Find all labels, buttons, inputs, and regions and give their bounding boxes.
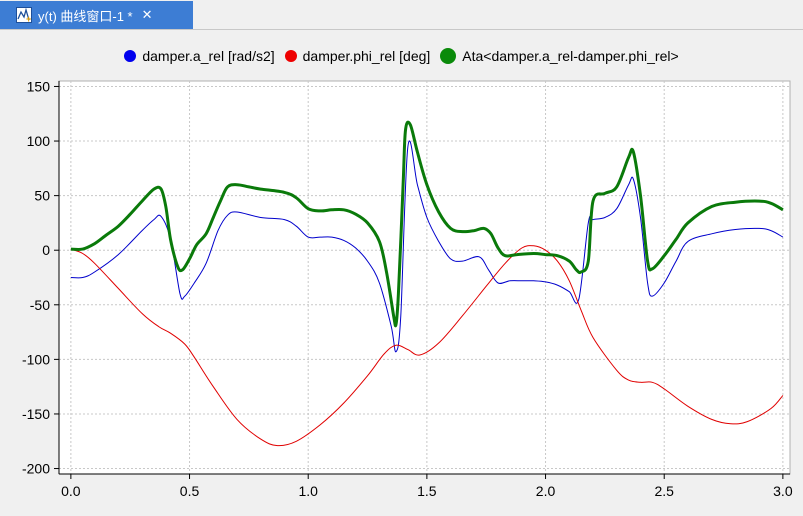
x-tick-label: 0.0 (61, 483, 81, 499)
tab-plot-window[interactable]: + y(t) 曲线窗口-1 * ✕ (0, 1, 193, 29)
close-icon[interactable]: ✕ (141, 7, 153, 22)
legend-marker-a-rel (124, 50, 137, 62)
chart-legend: damper.a_rel [rad/s2] damper.phi_rel [de… (0, 48, 803, 64)
x-tick-label: 3.0 (773, 483, 793, 499)
tab-bar: + y(t) 曲线窗口-1 * ✕ (0, 0, 803, 30)
legend-marker-phi-rel (284, 50, 297, 62)
series-line-a-rel (70, 140, 784, 353)
legend-label-a-rel: damper.a_rel [rad/s2] (142, 48, 275, 64)
plot-background (58, 80, 791, 475)
y-tick-label: 50 (34, 188, 50, 204)
y-tick-label: 100 (27, 133, 51, 149)
legend-marker-ata (440, 48, 457, 64)
y-tick-label: -100 (22, 351, 50, 367)
series-line-ata (70, 120, 784, 328)
line-chart[interactable]: 0.0 0.5 1.0 1.5 2.0 2.5 3.0 150 100 50 0 -50 -100 -15… (0, 30, 803, 516)
x-tick-label: 1.5 (417, 483, 437, 499)
x-tick-label: 0.5 (180, 483, 200, 499)
y-tick-label: -150 (22, 406, 50, 422)
plot-window-icon: + (16, 7, 32, 23)
y-tick-label: -200 (22, 461, 50, 477)
y-tick-label: 150 (27, 78, 51, 94)
svg-text:+: + (26, 14, 31, 23)
x-tick-label: 1.0 (298, 483, 318, 499)
legend-item-ata[interactable]: Ata<damper.a_rel-damper.phi_rel> (440, 48, 679, 64)
legend-label-ata: Ata<damper.a_rel-damper.phi_rel> (462, 48, 679, 64)
y-tick-label: -50 (30, 297, 50, 313)
tab-title: y(t) 曲线窗口-1 * (38, 8, 133, 24)
series-line-phi-rel (70, 245, 784, 447)
legend-item-a-rel[interactable]: damper.a_rel [rad/s2] (124, 48, 275, 64)
x-tick-label: 2.0 (536, 483, 556, 499)
legend-item-phi-rel[interactable]: damper.phi_rel [deg] (284, 48, 431, 64)
plot-area: damper.a_rel [rad/s2] damper.phi_rel [de… (0, 30, 803, 516)
y-tick-label: 0 (42, 242, 50, 258)
legend-label-phi-rel: damper.phi_rel [deg] (302, 48, 431, 64)
x-tick-label: 2.5 (654, 483, 674, 499)
